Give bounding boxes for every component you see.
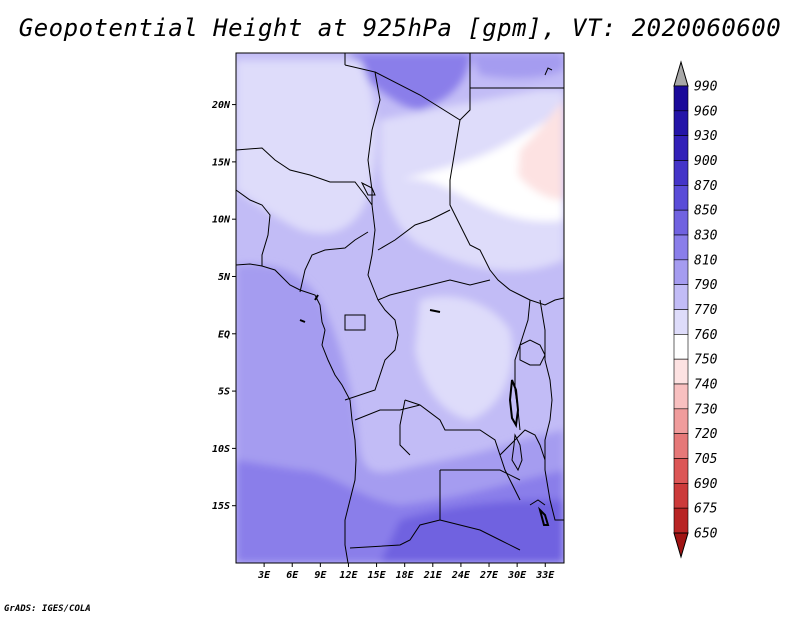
colorbar-segment bbox=[673, 110, 689, 136]
shaded-field bbox=[236, 53, 564, 563]
colorbar-label: 990 bbox=[694, 80, 718, 95]
colorbar-label: 720 bbox=[694, 427, 718, 442]
country-borders bbox=[236, 53, 564, 563]
latitude-axis: 20N 15N 10N 5N EQ 5S 10S 15S bbox=[211, 100, 236, 512]
colorbar-label: 770 bbox=[694, 303, 718, 318]
lon-tick-label: 18E bbox=[396, 570, 415, 581]
colorbar-segment bbox=[673, 458, 689, 484]
colorbar-label: 810 bbox=[694, 253, 718, 268]
grads-credit: GrADS: IGES/COLA bbox=[4, 604, 91, 614]
colorbar-label: 960 bbox=[694, 104, 718, 119]
colorbar-label: 790 bbox=[694, 278, 718, 293]
lon-tick-label: 30E bbox=[507, 570, 527, 581]
colorbar-segment bbox=[673, 209, 689, 236]
lon-tick-label: 12E bbox=[339, 570, 358, 581]
colorbar-bottom-arrow bbox=[673, 532, 689, 559]
colorbar-segment bbox=[673, 334, 689, 360]
colorbar: 990 960 930 900 870 850 830 810 790 770 760 750 740 7… bbox=[673, 60, 718, 559]
colorbar-segment bbox=[673, 433, 689, 459]
lat-tick-label: 10S bbox=[212, 444, 230, 455]
colorbar-label: 760 bbox=[694, 328, 718, 343]
colorbar-segment bbox=[673, 234, 689, 261]
colorbar-label: 870 bbox=[694, 179, 718, 194]
lon-tick-label: 24E bbox=[451, 570, 471, 581]
colorbar-segment bbox=[673, 135, 689, 161]
colorbar-segment bbox=[673, 160, 689, 186]
colorbar-label: 830 bbox=[694, 229, 718, 244]
colorbar-segment bbox=[673, 483, 689, 509]
colorbar-segment bbox=[673, 85, 689, 112]
lat-tick-label: EQ bbox=[218, 329, 230, 340]
lon-tick-label: 21E bbox=[423, 570, 443, 581]
colorbar-segment bbox=[673, 259, 689, 285]
colorbar-segment bbox=[673, 358, 689, 385]
colorbar-label: 675 bbox=[694, 502, 718, 517]
colorbar-label: 850 bbox=[694, 204, 718, 219]
colorbar-label: 930 bbox=[694, 129, 718, 144]
colorbar-label: 900 bbox=[694, 154, 718, 169]
lat-tick-label: 10N bbox=[212, 215, 231, 226]
colorbar-label: 690 bbox=[694, 477, 718, 492]
colorbar-segment bbox=[673, 185, 689, 211]
colorbar-label: 750 bbox=[694, 353, 718, 368]
colorbar-top-arrow bbox=[673, 60, 689, 87]
lon-tick-label: 6E bbox=[286, 570, 299, 581]
lat-tick-label: 5N bbox=[218, 272, 231, 283]
lat-tick-label: 15N bbox=[212, 157, 231, 168]
lat-tick-label: 5S bbox=[218, 387, 230, 398]
lat-tick-label: 15S bbox=[212, 501, 230, 512]
colorbar-label: 650 bbox=[694, 527, 718, 542]
longitude-axis: 3E 6E 9E 12E 15E 18E 21E 24E 27E 30E 33E bbox=[257, 563, 555, 581]
lon-tick-label: 27E bbox=[479, 570, 499, 581]
colorbar-segment bbox=[673, 309, 689, 335]
colorbar-label: 730 bbox=[694, 402, 718, 417]
colorbar-label: 705 bbox=[694, 452, 718, 467]
lon-tick-label: 9E bbox=[314, 570, 327, 581]
map-frame bbox=[235, 52, 565, 564]
colorbar-segment bbox=[673, 507, 689, 534]
colorbar-segment bbox=[673, 408, 689, 434]
colorbar-label: 740 bbox=[694, 378, 718, 393]
colorbar-segment bbox=[673, 284, 689, 310]
lon-tick-label: 33E bbox=[535, 570, 555, 581]
lon-tick-label: 15E bbox=[368, 570, 387, 581]
map-title: Geopotential Height at 925hPa [gpm], VT:… bbox=[18, 14, 782, 42]
colorbar-segment bbox=[673, 383, 689, 410]
lon-tick-label: 3E bbox=[257, 570, 271, 581]
lat-tick-label: 20N bbox=[211, 100, 231, 111]
